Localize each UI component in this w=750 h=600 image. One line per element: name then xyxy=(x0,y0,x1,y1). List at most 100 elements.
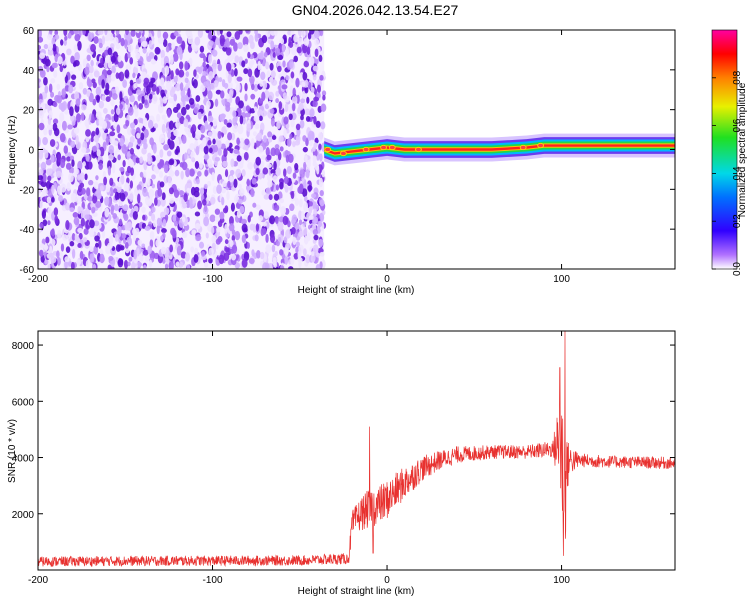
spectrogram-noise-cell xyxy=(160,49,165,60)
spectrogram-noise-cell xyxy=(142,171,147,178)
spectrogram-noise-cell xyxy=(283,176,289,185)
spectrogram-noise-cell xyxy=(270,70,276,78)
spectrogram-noise-cell xyxy=(313,96,320,102)
spectrogram-noise-cell xyxy=(101,35,106,45)
spectrogram-noise-cell xyxy=(108,256,114,261)
spectrogram-noise-cell xyxy=(128,141,134,148)
spectrogram-noise-cell xyxy=(174,169,180,177)
spectrogram-noise-cell xyxy=(241,218,247,225)
spectrogram-noise-cell xyxy=(166,108,171,118)
spectrogram-noise-cell xyxy=(206,195,211,201)
spectrogram-noise-cell xyxy=(159,133,165,144)
spectrogram-noise-cell xyxy=(241,169,246,177)
spectrogram-noise-cell xyxy=(185,71,190,77)
spectrogram-noise-cell xyxy=(245,105,250,112)
spectrogram-noise-cell xyxy=(238,100,244,109)
spectrogram-noise-cell xyxy=(302,135,307,142)
spectrogram-noise-cell xyxy=(244,93,248,102)
spectrogram-noise-cell xyxy=(242,106,247,113)
spectrogram-noise-cell xyxy=(40,161,47,171)
spectrogram-noise-cell xyxy=(134,187,138,197)
spectrogram-noise-cell xyxy=(169,87,175,98)
spectrogram-noise-cell xyxy=(115,30,120,36)
spectrogram-noise-cell xyxy=(173,31,179,37)
spectrogram-noise-cell xyxy=(197,200,203,210)
spectrogram-noise-cell xyxy=(98,42,103,49)
spectrogram-noise-cell xyxy=(69,241,75,247)
spectrogram-noise-cell xyxy=(294,198,300,206)
spectrogram-noise-cell xyxy=(172,52,179,62)
spectrogram-noise-cell xyxy=(268,194,273,201)
spectrogram-noise-cell xyxy=(176,112,182,119)
spectrogram-noise-cell xyxy=(179,161,184,168)
spectrogram-noise-cell xyxy=(96,149,101,157)
spectrogram-noise-cell xyxy=(188,97,195,105)
spectrogram-noise-cell xyxy=(153,123,159,129)
spectrogram-band-knot xyxy=(519,144,527,151)
spectrogram-band-knot xyxy=(340,150,347,157)
spectrogram-noise-cell xyxy=(301,81,306,88)
spectrogram-noise-cell xyxy=(60,183,67,193)
spectrogram-noise-cell xyxy=(216,184,222,195)
spectrogram-noise-cell xyxy=(208,147,213,154)
spectrogram-noise-cell xyxy=(184,252,190,262)
spectrogram-noise-cell xyxy=(104,35,110,42)
spectrogram-noise-cell xyxy=(122,79,128,89)
spectrogram-noise-cell xyxy=(79,250,84,260)
spectrogram-noise-cell xyxy=(114,203,119,212)
spectrogram-noise-cell xyxy=(167,138,171,146)
spectrogram-noise-cell xyxy=(256,249,261,259)
spectrogram-noise-cell xyxy=(93,70,100,78)
spectrogram-noise-cell xyxy=(314,137,319,144)
spectrogram-noise-cell xyxy=(151,174,156,180)
spectrogram-noise-cell xyxy=(150,59,157,65)
spectrogram-noise-cell xyxy=(107,242,113,250)
spectrogram-noise-cell xyxy=(275,98,279,104)
spectrogram-noise-cell xyxy=(197,111,202,120)
spectrogram-band-knot xyxy=(380,144,387,151)
spectrogram-noise-cell xyxy=(159,97,164,108)
spectrogram-noise-cell xyxy=(254,30,258,35)
spectrogram-noise-cell xyxy=(127,158,134,167)
spectrogram-noise-cell xyxy=(208,71,214,81)
spectrogram-noise-cell xyxy=(311,193,317,199)
spectrogram-noise-cell xyxy=(239,188,245,197)
spectrogram-noise-cell xyxy=(215,238,221,245)
colorbar-gradient xyxy=(711,29,738,270)
spectrogram-noise-cell xyxy=(149,230,155,240)
spectrogram-noise-cell xyxy=(219,90,225,99)
spectrogram-noise-cell xyxy=(229,175,234,183)
spectrogram-noise-cell xyxy=(67,124,73,130)
snr-y-tick-label: 4000 xyxy=(12,454,35,465)
spectrogram-noise-cell xyxy=(304,154,308,163)
spectrogram-noise-cell xyxy=(135,78,142,85)
spectrogram-noise-cell xyxy=(176,36,183,44)
spectrogram-noise-cell xyxy=(218,77,223,83)
spectrogram-noise-cell xyxy=(53,127,60,137)
spectrogram-noise-cell xyxy=(56,83,61,91)
spectrogram-noise-cell xyxy=(244,82,248,92)
spectrogram-noise-cell xyxy=(78,82,84,90)
spectrogram-noise-cell xyxy=(290,255,295,266)
spectrogram-noise-cell xyxy=(251,249,255,257)
spectrogram-noise-cell xyxy=(237,161,244,169)
spectrogram-band-knot xyxy=(362,146,370,153)
spectrogram-noise-cell xyxy=(92,145,97,153)
spectrogram-noise xyxy=(38,30,327,269)
spectrogram-noise-cell xyxy=(110,99,115,107)
spectrogram-noise-cell xyxy=(289,59,294,69)
spectrogram-noise-cell xyxy=(162,96,168,104)
spectrogram-noise-cell xyxy=(203,216,210,227)
spectrogram-noise-cell xyxy=(168,120,174,130)
spectrogram-noise-cell xyxy=(160,246,167,255)
spectrogram-noise-cell xyxy=(294,163,299,171)
spectrogram-noise-cell xyxy=(50,91,55,98)
spectrogram-noise-cell xyxy=(56,257,61,266)
spectrogram-noise-cell xyxy=(195,178,200,185)
spectrogram-noise-cell xyxy=(253,83,259,92)
spectrogram-noise-cell xyxy=(179,82,184,92)
spectrogram-noise-cell xyxy=(103,107,108,114)
spectrogram-noise-cell xyxy=(310,86,315,93)
spectrogram-noise-cell xyxy=(85,259,90,269)
spectrogram-noise-cell xyxy=(273,204,280,212)
